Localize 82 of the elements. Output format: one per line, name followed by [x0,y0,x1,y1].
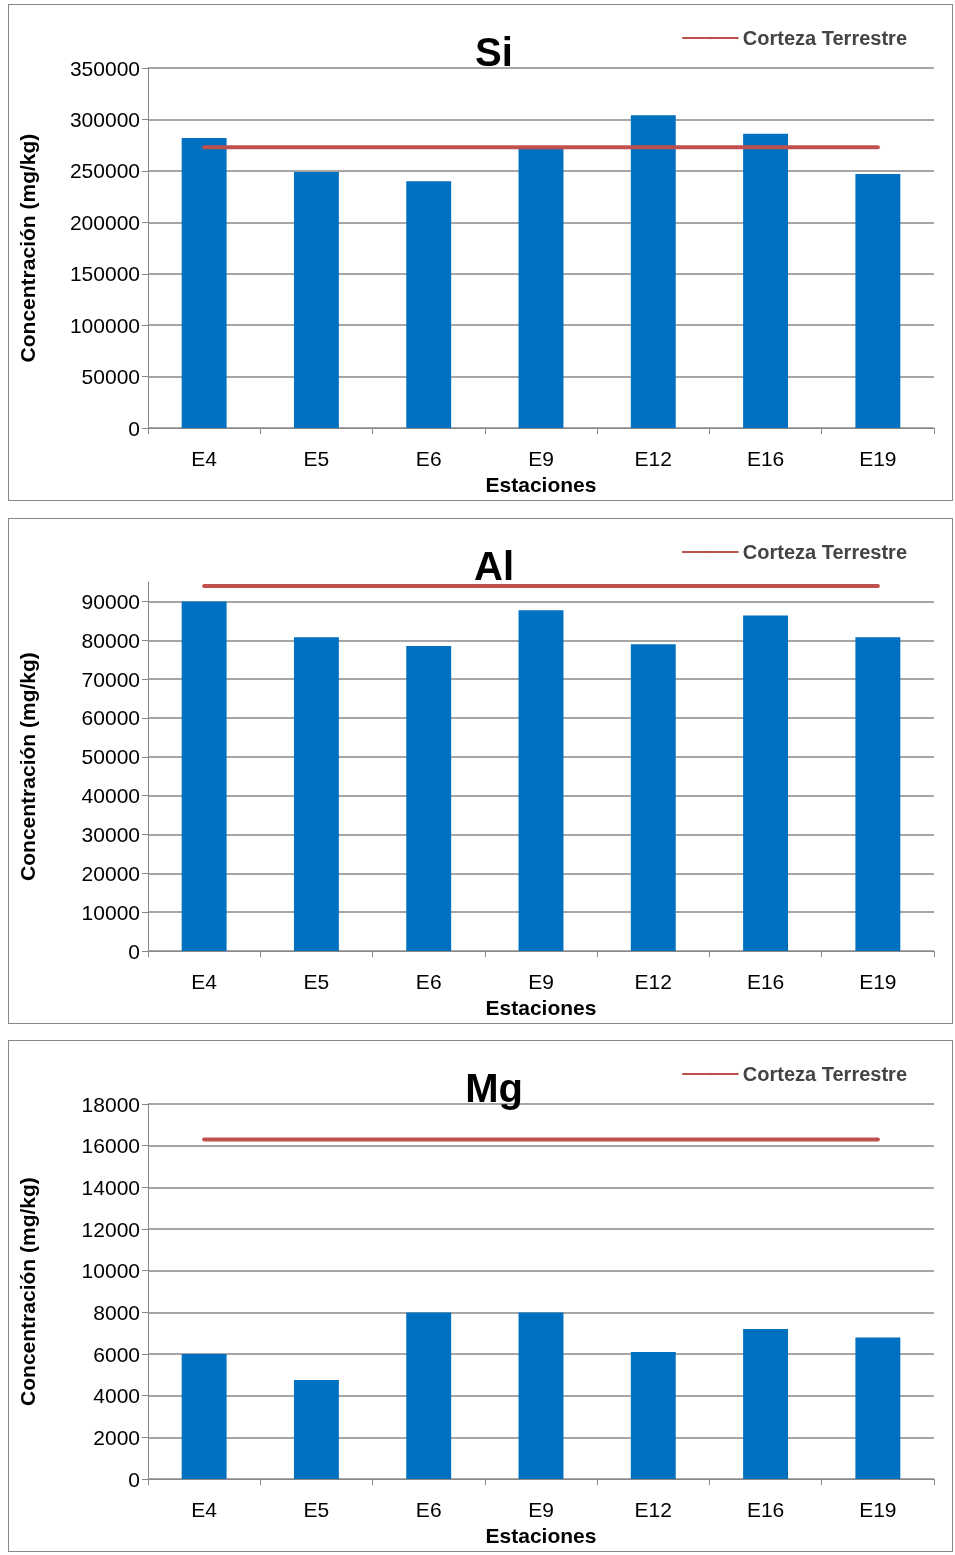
x-tick-label: E19 [859,1498,897,1522]
x-tick-label: E6 [415,1498,442,1522]
y-tick-label: 12000 [81,1217,140,1241]
y-tick-label: 250000 [69,159,140,183]
y-tick-label: 60000 [81,706,140,730]
y-tick-label: 0 [128,1467,140,1491]
bar [181,137,227,429]
y-tick-label: 300000 [69,107,140,131]
y-tick-label: 4000 [93,1384,140,1408]
bar [630,1351,676,1480]
y-tick-label: 20000 [81,861,140,885]
x-axis-title: Estaciones [485,473,597,496]
legend-label: Corteza Terrestre [742,27,907,49]
y-tick-label: 10000 [81,900,140,924]
bar [406,181,452,429]
x-tick-label: E9 [528,1498,554,1522]
x-tick-label: E19 [859,970,897,994]
y-tick-label: 18000 [81,1092,140,1116]
legend-label: Corteza Terrestre [742,1063,907,1085]
y-tick-label: 150000 [69,262,140,286]
x-tick-label: E6 [415,447,442,471]
chart-title: Mg [465,1066,523,1110]
bar [518,1312,564,1480]
bar [518,146,564,429]
y-tick-label: 70000 [81,667,140,691]
bar [743,1329,789,1480]
chart-title: Al [474,544,514,588]
y-tick-label: 90000 [81,589,140,613]
y-axis-title: Concentración (mg/kg) [16,1177,39,1406]
y-tick-label: 0 [128,939,140,963]
x-tick-label: E16 [746,447,785,471]
x-tick-label: E12 [634,1498,672,1522]
bar [743,133,789,429]
x-tick-label: E4 [191,970,218,994]
bar [406,646,452,952]
x-tick-label: E5 [303,1498,330,1522]
x-tick-label: E9 [528,447,554,471]
y-tick-label: 30000 [81,823,140,847]
bar [743,615,789,952]
y-axis-title: Concentración (mg/kg) [16,652,39,881]
y-tick-label: 8000 [93,1300,140,1324]
legend-label: Corteza Terrestre [742,541,907,563]
x-tick-label: E12 [634,970,672,994]
y-tick-label: 50000 [81,365,140,389]
bar [630,644,676,952]
x-tick-label: E4 [191,447,218,471]
y-tick-label: 0 [128,416,140,440]
x-tick-label: E5 [303,447,330,471]
y-tick-label: 10000 [81,1259,140,1283]
x-tick-label: E19 [859,447,897,471]
bar [406,1312,452,1480]
y-tick-label: 16000 [81,1134,140,1158]
chart-title: Si [475,30,513,74]
y-tick-label: 14000 [81,1175,140,1199]
bar [630,115,676,429]
bar [518,610,564,952]
y-tick-label: 80000 [81,628,140,652]
y-axis-title: Concentración (mg/kg) [16,133,39,363]
y-tick-label: 2000 [93,1425,140,1449]
x-tick-label: E12 [634,447,672,471]
x-axis-title: Estaciones [485,996,597,1019]
y-tick-label: 6000 [93,1342,140,1366]
y-tick-label: 200000 [69,210,140,234]
x-tick-label: E16 [746,1498,785,1522]
bar [855,637,901,952]
x-tick-label: E6 [415,970,442,994]
y-tick-label: 100000 [69,313,140,337]
bar [293,171,339,429]
y-tick-label: 50000 [81,745,140,769]
bar [293,637,339,952]
bar [181,601,227,952]
x-axis-title: Estaciones [485,1524,597,1547]
x-tick-label: E9 [528,970,554,994]
x-tick-label: E16 [746,970,785,994]
bar [855,1337,901,1480]
x-tick-label: E5 [303,970,330,994]
x-tick-label: E4 [191,1498,218,1522]
bar [855,173,901,429]
y-tick-label: 350000 [69,56,140,80]
bar [181,1354,227,1480]
y-tick-label: 40000 [81,784,140,808]
bar [293,1380,339,1480]
